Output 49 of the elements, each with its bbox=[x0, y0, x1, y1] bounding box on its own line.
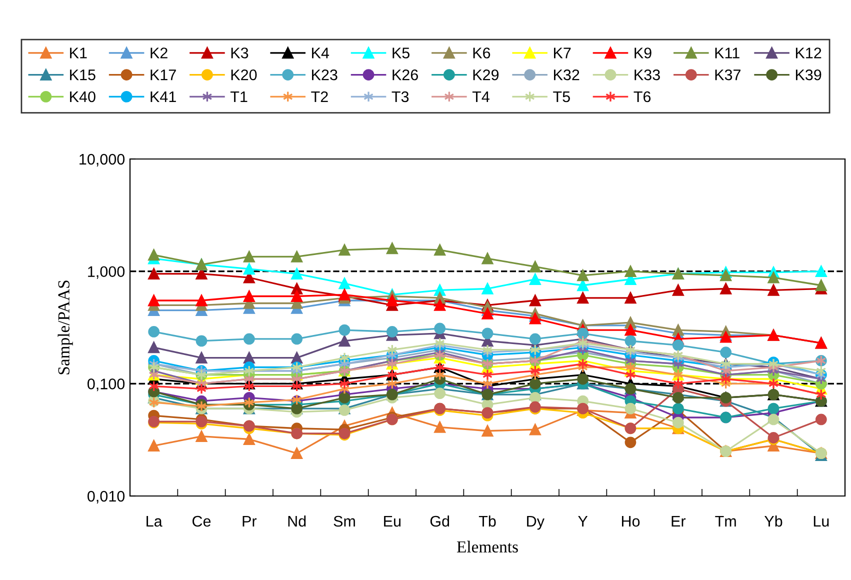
legend-label: T6 bbox=[634, 91, 651, 102]
legend-label: T4 bbox=[472, 92, 490, 102]
legend-label: K3 bbox=[231, 48, 248, 58]
y-tick-label: 10,000 bbox=[80, 154, 125, 166]
x-tick-label: Eu bbox=[384, 516, 400, 527]
legend-label: T3 bbox=[392, 91, 409, 102]
x-tick-label: Dy bbox=[527, 516, 544, 530]
y-axis-title: Sample/PAAS bbox=[58, 280, 73, 374]
x-tick-label: Yb bbox=[764, 515, 782, 527]
x-tick-label: Sm bbox=[334, 516, 355, 527]
x-tick-label: Er bbox=[672, 516, 686, 527]
legend-label: T5 bbox=[553, 92, 570, 102]
legend-label: K41 bbox=[150, 92, 176, 102]
x-tick-label: Nd bbox=[288, 515, 306, 527]
legend-label: K26 bbox=[392, 69, 418, 80]
legend-label: K7 bbox=[554, 48, 571, 58]
legend-label: K4 bbox=[312, 48, 330, 58]
legend-label: K20 bbox=[231, 69, 257, 80]
legend-label: K2 bbox=[150, 48, 168, 58]
y-tick-label: 1,000 bbox=[88, 266, 125, 279]
legend-label: K39 bbox=[796, 69, 822, 80]
x-tick-label: Tm bbox=[715, 516, 736, 527]
legend-label: T1 bbox=[230, 92, 248, 102]
x-axis-title: Elements bbox=[456, 540, 518, 553]
legend-label: K33 bbox=[634, 69, 660, 80]
x-tick-label: Y bbox=[578, 516, 588, 527]
x-tick-label: Tb bbox=[478, 515, 496, 527]
legend-label: K5 bbox=[392, 48, 410, 58]
x-tick-label: La bbox=[146, 516, 162, 527]
x-tick-label: Lu bbox=[814, 516, 829, 527]
legend-label: K9 bbox=[634, 48, 652, 58]
legend-label: K6 bbox=[473, 48, 490, 58]
legend-label: T2 bbox=[311, 91, 328, 102]
y-tick-label: 0,010 bbox=[88, 490, 125, 504]
legend-label: K32 bbox=[554, 69, 580, 80]
legend-label: K15 bbox=[70, 70, 96, 80]
legend-label: K17 bbox=[150, 70, 176, 80]
x-tick-label: Gd bbox=[430, 515, 450, 527]
y-tick-label: 0,100 bbox=[88, 378, 125, 392]
x-tick-label: Ce bbox=[192, 516, 211, 527]
legend-label: K11 bbox=[715, 48, 740, 58]
x-tick-label: Ho bbox=[622, 516, 640, 527]
legend-label: K37 bbox=[715, 69, 740, 80]
legend-label: K23 bbox=[312, 69, 338, 80]
legend-label: K29 bbox=[473, 69, 499, 80]
legend-label: K1 bbox=[70, 48, 87, 58]
legend-label: K40 bbox=[70, 91, 96, 102]
legend-label: K12 bbox=[796, 48, 822, 58]
x-tick-label: Pr bbox=[242, 516, 257, 527]
